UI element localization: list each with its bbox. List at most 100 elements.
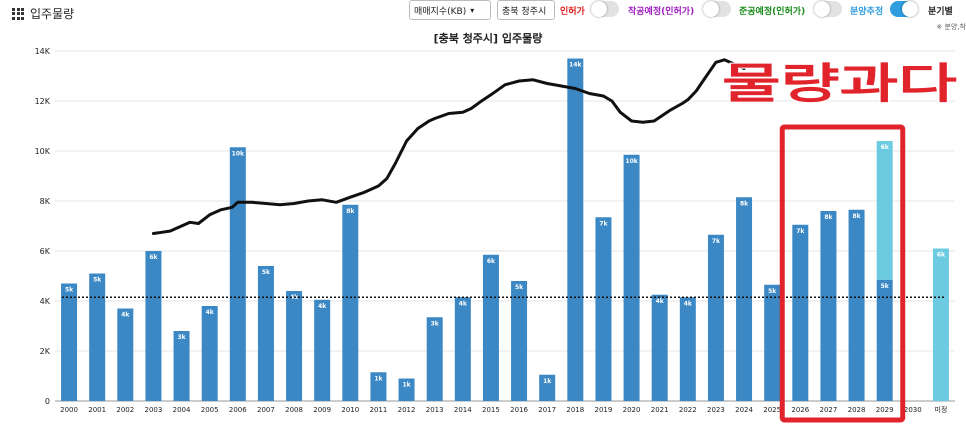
x-tick-label: 2009 [313, 406, 331, 414]
bar-2028[interactable] [848, 209, 865, 401]
bar-2012[interactable] [398, 378, 415, 402]
x-tick-label: 2015 [482, 406, 500, 414]
highlight-layer [779, 124, 906, 423]
bar-value-label: 1k [374, 375, 383, 382]
x-tick-label: 2020 [623, 406, 641, 414]
bar-value-label: 4k [684, 300, 693, 307]
bar-2014[interactable] [454, 297, 471, 401]
toggle-label-start-expected: 착공예정(인허가) [628, 7, 695, 17]
y-tick-label: 10K [35, 147, 51, 156]
y-tick-label: 4K [40, 297, 51, 306]
index-select-value: 매매지수(KB) [414, 6, 467, 17]
overlay-text-oversupply: 물량과다 [722, 59, 958, 108]
x-tick-label: 2004 [173, 406, 191, 414]
grid-icon[interactable] [12, 7, 24, 20]
bar-2022[interactable] [679, 297, 696, 401]
bar-2000[interactable] [61, 283, 78, 402]
bar-미정[interactable] [932, 248, 949, 402]
bar-value-label: 5k [262, 269, 271, 276]
x-tick-label: 2012 [398, 406, 416, 414]
bar-2007[interactable] [257, 266, 274, 401]
highlight-box [779, 124, 906, 423]
x-tick-label: 2023 [707, 406, 725, 414]
bar-2029[interactable] [876, 141, 893, 280]
quarterly-label[interactable]: 분기별 [928, 7, 953, 17]
x-tick-label: 2018 [566, 406, 584, 414]
bar-value-label: 6k [937, 252, 946, 259]
x-tick-label: 2000 [60, 406, 78, 414]
x-tick-label: 2008 [285, 406, 303, 414]
bar-value-label: 3k [177, 334, 186, 341]
toggle-presale-estimate[interactable] [890, 1, 918, 17]
bar-2015[interactable] [482, 254, 499, 401]
index-select[interactable]: 매매지수(KB) ▾ [409, 0, 491, 20]
x-tick-label: 2026 [791, 406, 809, 414]
x-tick-label: 2005 [201, 406, 219, 414]
y-tick-label: 2K [40, 347, 51, 356]
price-index-line [151, 58, 746, 235]
bar-value-label: 7k [599, 220, 608, 227]
bar-value-label: 4k [459, 300, 468, 307]
bar-value-label: 7k [796, 228, 805, 235]
x-tick-label: 2025 [763, 406, 781, 414]
x-tick-label: 2006 [229, 406, 247, 414]
bar-2003[interactable] [145, 251, 162, 401]
bar-2017[interactable] [539, 374, 556, 401]
toggle-permit[interactable] [591, 1, 619, 17]
top-bar: 입주물량 매매지수(KB) ▾ 충북 청주시 인허가 착공예정(인허가) 준공예… [0, 0, 966, 26]
bar-value-label: 1k [402, 382, 411, 389]
bar-2021[interactable] [651, 294, 668, 401]
toggle-start-expected[interactable] [703, 1, 731, 17]
x-axis-ticks: 2000 2001 2002 2003 2004 2005 2006 2007 2008 2009… [60, 405, 947, 414]
toggle-knob [814, 1, 830, 17]
bar-2011[interactable] [370, 372, 387, 401]
y-axis-ticks: 0 2K 4K 6K 8K 10K 12K 14K [35, 47, 51, 406]
bar-2016[interactable] [511, 281, 528, 401]
bar-2025[interactable] [764, 284, 781, 401]
toggle-label-completion-expected: 준공예정(인허가) [739, 7, 806, 17]
footnote: ※ 분양,착 [936, 23, 966, 31]
x-tick-label: 2011 [370, 406, 388, 414]
bar-2008[interactable] [286, 291, 303, 401]
bar-2026[interactable] [792, 224, 809, 401]
bar-2001[interactable] [89, 273, 106, 402]
bar-value-label: 6k [881, 144, 890, 151]
toggle-label-permit: 인허가 [560, 7, 585, 17]
bar-value-label: 3k [431, 320, 440, 327]
x-tick-label: 미정 [934, 405, 947, 414]
bar-value-label: 6k [149, 254, 158, 261]
x-tick-label: 2024 [735, 406, 753, 414]
bar-value-label: 8k [852, 213, 861, 220]
bar-2018[interactable] [567, 58, 584, 402]
bar-2013[interactable] [426, 317, 443, 401]
bar-2024[interactable] [736, 197, 753, 401]
y-tick-label: 8K [40, 197, 51, 206]
bar-value-label: 7k [712, 238, 721, 245]
bar-value-label: 10k [625, 158, 638, 165]
bar-2002[interactable] [117, 308, 134, 402]
bar-value-label: 8k [740, 200, 749, 207]
bar-2019[interactable] [595, 217, 612, 401]
x-tick-label: 2021 [651, 406, 669, 414]
x-tick-label: 2001 [88, 406, 106, 414]
toggle-label-presale-estimate: 분양추정 [850, 7, 884, 17]
bar-2009[interactable] [314, 299, 331, 401]
bar-2023[interactable] [707, 234, 724, 401]
bar-value-label: 5k [768, 288, 777, 295]
bar-2010[interactable] [342, 204, 359, 401]
bar-2020[interactable] [623, 154, 640, 401]
x-tick-label: 2017 [538, 406, 556, 414]
bar-value-label: 1k [543, 378, 552, 385]
bar-2005[interactable] [201, 306, 218, 401]
bar-2029[interactable] [876, 279, 893, 401]
region-select[interactable]: 충북 청주시 [497, 0, 555, 20]
bar-value-label: 4k [206, 309, 215, 316]
bar-2006[interactable] [229, 147, 246, 401]
bar-2004[interactable] [173, 331, 190, 401]
bar-value-label: 10k [232, 150, 245, 157]
toggle-completion-expected[interactable] [814, 1, 842, 17]
bar-2027[interactable] [820, 211, 837, 401]
x-tick-label: 2027 [820, 406, 838, 414]
bars: 5k 5k 4k 6k 3k 4k 10k 5k 4k 4k 8k 1k 1k 3k 4k 6k 5k 1k 14k… [61, 58, 949, 402]
